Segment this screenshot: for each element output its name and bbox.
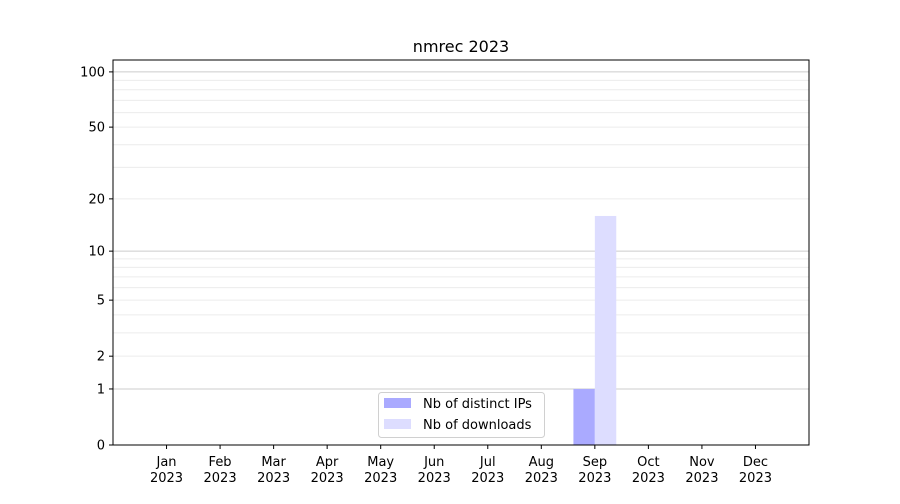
x-tick-label: Jun 2023 bbox=[418, 455, 451, 486]
legend: Nb of distinct IPs Nb of downloads bbox=[378, 392, 545, 438]
plot-frame bbox=[112, 59, 810, 446]
y-tick-label: 0 bbox=[97, 439, 105, 454]
x-tick-label: Oct 2023 bbox=[632, 455, 665, 486]
x-tick-label: May 2023 bbox=[364, 455, 397, 486]
x-tick-label: Mar 2023 bbox=[257, 455, 290, 486]
x-tick-label: Jan 2023 bbox=[150, 455, 183, 486]
legend-box bbox=[378, 392, 545, 438]
bar-nb-of-downloads bbox=[594, 215, 617, 445]
x-tick-label: Aug 2023 bbox=[525, 455, 558, 486]
x-tick-label: Sep 2023 bbox=[578, 455, 611, 486]
x-tick-label: Jul 2023 bbox=[471, 455, 504, 486]
legend-label: Nb of downloads bbox=[423, 418, 532, 433]
x-tick-label: Nov 2023 bbox=[685, 455, 718, 486]
y-tick-label: 2 bbox=[97, 350, 105, 365]
legend-swatch bbox=[384, 419, 411, 429]
y-tick-label: 5 bbox=[97, 294, 105, 309]
y-tick-label: 50 bbox=[88, 121, 105, 136]
legend-label: Nb of distinct IPs bbox=[423, 397, 532, 412]
y-tick-label: 100 bbox=[80, 65, 105, 80]
x-tick-label: Dec 2023 bbox=[739, 455, 772, 486]
x-tick-label: Feb 2023 bbox=[204, 455, 237, 486]
legend-swatch bbox=[384, 398, 411, 408]
y-tick-label: 1 bbox=[97, 382, 105, 397]
y-tick-label: 10 bbox=[88, 245, 105, 260]
x-tick-label: Apr 2023 bbox=[311, 455, 344, 486]
chart-title: nmrec 2023 bbox=[413, 37, 509, 56]
bar-nb-of-distinct-ips bbox=[573, 388, 595, 445]
y-tick-label: 20 bbox=[88, 192, 105, 207]
